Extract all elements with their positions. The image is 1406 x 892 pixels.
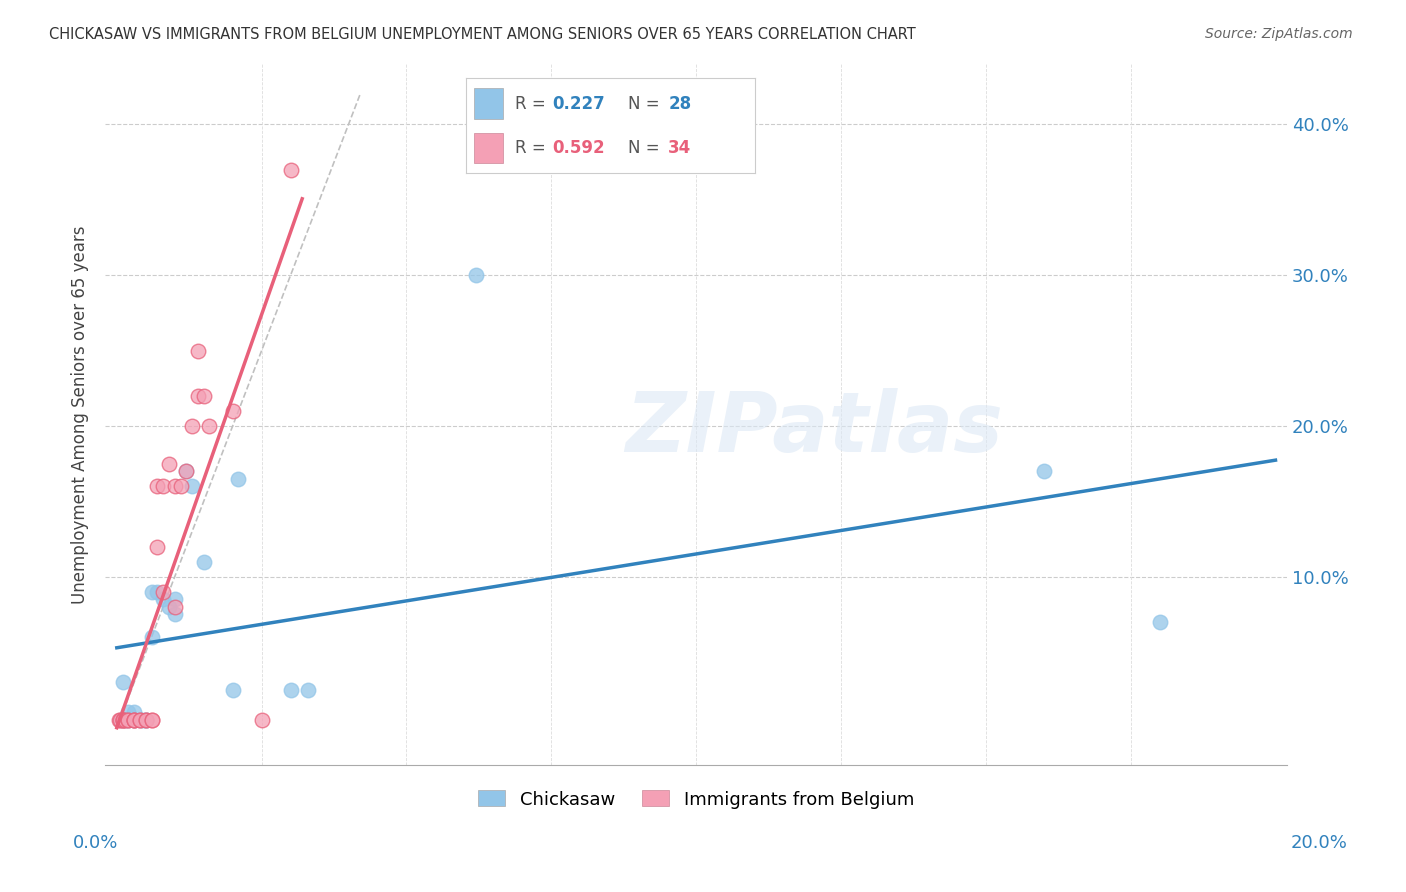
Point bbox=[117, 713, 139, 727]
Point bbox=[280, 682, 302, 697]
Point bbox=[132, 713, 155, 727]
Point bbox=[176, 464, 198, 478]
Point bbox=[129, 713, 152, 727]
Point bbox=[221, 404, 243, 418]
Point bbox=[122, 713, 145, 727]
Point bbox=[146, 540, 169, 554]
Point bbox=[117, 713, 139, 727]
Point bbox=[110, 713, 132, 727]
Point bbox=[122, 706, 145, 720]
Point bbox=[187, 343, 209, 358]
Point bbox=[465, 268, 488, 282]
Point bbox=[169, 479, 191, 493]
Point bbox=[122, 713, 145, 727]
Point bbox=[122, 713, 145, 727]
Point bbox=[157, 599, 180, 614]
Text: 0.0%: 0.0% bbox=[73, 834, 118, 852]
Point bbox=[111, 675, 134, 690]
Point bbox=[107, 713, 129, 727]
Point bbox=[221, 682, 243, 697]
Point bbox=[297, 682, 319, 697]
Point bbox=[152, 592, 174, 607]
Point bbox=[152, 584, 174, 599]
Point bbox=[122, 713, 145, 727]
Point bbox=[250, 713, 273, 727]
Point bbox=[163, 479, 186, 493]
Legend: Chickasaw, Immigrants from Belgium: Chickasaw, Immigrants from Belgium bbox=[471, 783, 921, 816]
Point bbox=[111, 713, 134, 727]
Point bbox=[114, 713, 136, 727]
Point bbox=[108, 713, 131, 727]
Point bbox=[193, 389, 215, 403]
Point bbox=[146, 479, 169, 493]
Point bbox=[111, 713, 134, 727]
Point bbox=[187, 389, 209, 403]
Point bbox=[280, 162, 302, 177]
Point bbox=[117, 713, 139, 727]
Point bbox=[146, 584, 169, 599]
Point bbox=[141, 713, 163, 727]
Point bbox=[163, 592, 186, 607]
Point bbox=[198, 419, 221, 434]
Point bbox=[129, 713, 152, 727]
Point bbox=[193, 555, 215, 569]
Point bbox=[157, 457, 180, 471]
Text: ZIPatlas: ZIPatlas bbox=[626, 388, 1004, 469]
Text: Source: ZipAtlas.com: Source: ZipAtlas.com bbox=[1205, 27, 1353, 41]
Point bbox=[228, 472, 250, 486]
Point bbox=[117, 706, 139, 720]
Point bbox=[135, 713, 157, 727]
Point bbox=[135, 713, 157, 727]
Point bbox=[135, 713, 157, 727]
Point bbox=[176, 464, 198, 478]
Point bbox=[114, 713, 136, 727]
Point bbox=[135, 713, 157, 727]
Point bbox=[163, 599, 186, 614]
Point bbox=[141, 713, 163, 727]
Point bbox=[181, 419, 204, 434]
Point bbox=[1032, 464, 1054, 478]
Point bbox=[1149, 615, 1171, 629]
Point bbox=[141, 584, 163, 599]
Point bbox=[163, 607, 186, 622]
Point bbox=[141, 630, 163, 644]
Text: 20.0%: 20.0% bbox=[1291, 834, 1347, 852]
Point bbox=[111, 713, 134, 727]
Point bbox=[129, 713, 152, 727]
Point bbox=[152, 479, 174, 493]
Y-axis label: Unemployment Among Seniors over 65 years: Unemployment Among Seniors over 65 years bbox=[72, 226, 89, 604]
Point bbox=[181, 479, 204, 493]
Text: CHICKASAW VS IMMIGRANTS FROM BELGIUM UNEMPLOYMENT AMONG SENIORS OVER 65 YEARS CO: CHICKASAW VS IMMIGRANTS FROM BELGIUM UNE… bbox=[49, 27, 915, 42]
